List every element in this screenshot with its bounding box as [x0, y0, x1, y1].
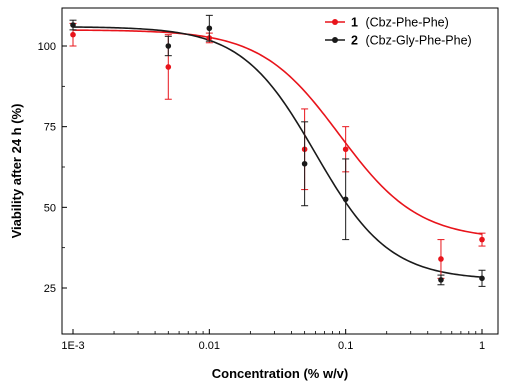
data-point-series-2 — [342, 196, 349, 203]
legend-label-2: (Cbz-Gly-Phe-Phe) — [365, 34, 471, 48]
data-point-series-1 — [479, 236, 485, 243]
legend-marker-1 — [332, 19, 338, 25]
data-point-series-2 — [301, 160, 308, 167]
fit-curve-series-1 — [72, 29, 483, 235]
svg-text:2 (Cbz-Gly-Phe-Phe): 2 (Cbz-Gly-Phe-Phe) — [351, 34, 472, 48]
x-tick-label: 0.01 — [199, 340, 220, 352]
legend-entry-1: 1 (Cbz-Phe-Phe) — [325, 16, 449, 30]
legend-marker-2 — [332, 37, 338, 43]
y-tick-label: 25 — [44, 283, 56, 295]
y-axis-ticks: 25 50 75 100 — [38, 41, 67, 295]
svg-text:1 (Cbz-Phe-Phe): 1 (Cbz-Phe-Phe) — [351, 16, 449, 30]
legend: 1 (Cbz-Phe-Phe) 2 (Cbz-Gly-Phe-Phe) — [325, 16, 472, 48]
legend-number-1: 1 — [351, 16, 358, 30]
legend-entry-2: 2 (Cbz-Gly-Phe-Phe) — [325, 34, 472, 48]
fit-curves — [72, 26, 483, 278]
fit-curve-series-2 — [72, 26, 483, 278]
data-point-series-1 — [70, 31, 76, 38]
plot-area — [61, 7, 499, 335]
x-tick-label: 1E-3 — [61, 340, 84, 352]
data-point-series-2 — [479, 275, 485, 282]
y-tick-label: 50 — [44, 202, 56, 214]
y-tick-label: 100 — [38, 41, 56, 53]
data-point-series-1 — [342, 146, 349, 153]
x-tick-label: 0.1 — [338, 340, 353, 352]
x-axis-ticks: 1E-3 0.01 0.1 1 — [61, 329, 485, 352]
x-tick-label: 1 — [479, 340, 485, 352]
y-tick-label: 75 — [44, 122, 56, 134]
y-axis-title: Viability after 24 h (%) — [9, 104, 24, 239]
data-point-series-2 — [206, 25, 213, 32]
data-point-series-2 — [165, 43, 172, 49]
data-point-series-1 — [438, 256, 444, 262]
data-point-series-2 — [70, 22, 76, 28]
x-axis-title: Concentration (% w/v) — [212, 366, 349, 381]
data-point-series-2 — [438, 277, 444, 283]
data-points — [69, 14, 486, 287]
legend-number-2: 2 — [351, 34, 358, 48]
plot-frame — [61, 7, 499, 335]
legend-label-1: (Cbz-Phe-Phe) — [365, 16, 448, 30]
data-point-series-1 — [165, 64, 172, 70]
